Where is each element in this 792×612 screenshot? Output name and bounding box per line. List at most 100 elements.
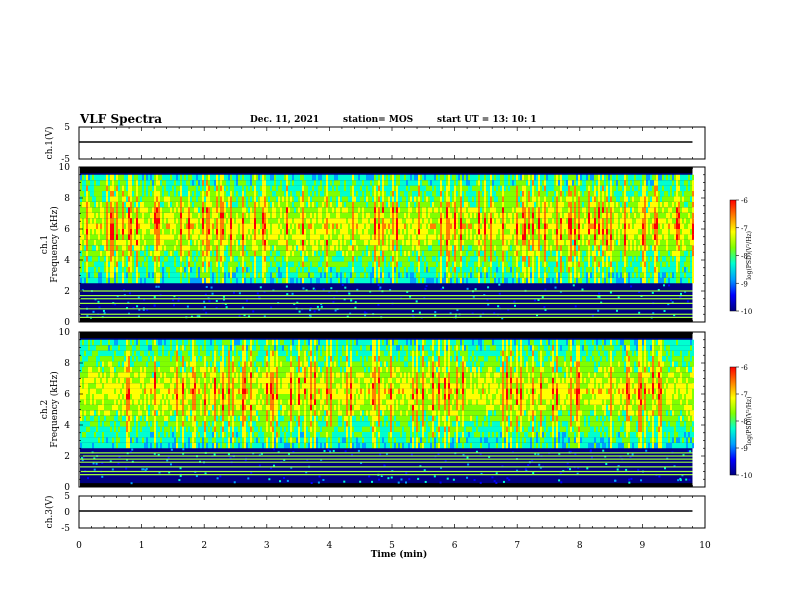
spectrogram-ch1-cell (466, 207, 468, 213)
spectrogram-ch1-cell (206, 180, 208, 186)
spectrogram-ch1-cell (226, 234, 228, 240)
spectrogram-ch1-cell (104, 201, 106, 208)
spectrogram-ch1-cell (338, 207, 340, 213)
spectrogram-ch1-cell (140, 229, 142, 235)
spectrogram-ch1-cell (458, 229, 460, 235)
spectrogram-ch1-cell (562, 191, 564, 197)
spectrogram-ch1-cell (368, 261, 370, 267)
spectrogram-ch1-cell (354, 207, 356, 213)
spectrogram-ch1-cell (190, 180, 192, 186)
spectrogram-ch1-cell (434, 256, 436, 262)
spectrogram-ch1-cell (510, 234, 512, 240)
spectrogram-ch1-cell (488, 174, 490, 181)
spectrogram-ch1-cell (528, 223, 530, 229)
spectrogram-ch1-cell (544, 272, 546, 278)
spectrogram-ch1-cell (470, 250, 472, 257)
spectrogram-ch1-cell (106, 201, 108, 208)
spectrogram-ch1-cell (290, 174, 292, 181)
spectrogram-ch1-cell (82, 256, 84, 262)
spectrogram-ch1-cell (268, 250, 270, 257)
spectrogram-ch1-cell (202, 245, 204, 251)
spectrogram-ch1-cell (324, 207, 326, 213)
spectrogram-ch1-cell (146, 191, 148, 197)
spectrogram-ch1-cell (524, 277, 526, 284)
spectrogram-ch1-cell (366, 180, 368, 186)
spectrogram-ch1-cell (530, 212, 532, 219)
spectrogram-ch1-cell (424, 239, 426, 246)
spectrogram-ch1-cell (464, 223, 466, 229)
spectrogram-ch1-cell (496, 191, 498, 197)
spectrogram-ch1-cell (522, 256, 524, 262)
spectrogram-ch1-cell (554, 201, 556, 208)
spectrogram-ch1-cell (558, 207, 560, 213)
spectrogram-ch1-cell (552, 185, 554, 192)
spectrogram-ch1-cell (250, 180, 252, 186)
spectrogram-ch1-cell (176, 185, 178, 192)
spectrogram-ch1-cell (314, 229, 316, 235)
spectrogram-ch1-cell (164, 277, 166, 284)
spectrogram-ch1-cell (400, 223, 402, 229)
spectrogram-ch1-cell (358, 196, 360, 202)
spectrogram-ch1-cell (228, 218, 230, 224)
spectrogram-ch1-cell (446, 218, 448, 224)
spectrogram-ch1-cell (276, 196, 278, 202)
spectrogram-ch1-cell (512, 201, 514, 208)
spectrogram-ch1-cell (560, 239, 562, 246)
spectrogram-ch1-cell (276, 218, 278, 224)
spectrogram-ch1-cell (486, 239, 488, 246)
spectrogram-ch1-cell (256, 277, 258, 284)
spectrogram-ch1-cell (272, 191, 274, 197)
spectrogram-ch1-cell (508, 180, 510, 186)
spectrogram-ch1-cell (242, 207, 244, 213)
spectrogram-ch1-cell (364, 234, 366, 240)
spectrogram-ch1-cell (180, 272, 182, 278)
spectrogram-ch1-cell (170, 201, 172, 208)
spectrogram-ch1-cell (104, 239, 106, 246)
spectrogram-ch1-cell (552, 250, 554, 257)
spectrogram-ch1-cell (432, 191, 434, 197)
spectrogram-ch1-cell (248, 207, 250, 213)
spectrogram-ch1-cell (520, 201, 522, 208)
spectrogram-ch1-cell (484, 207, 486, 213)
spectrogram-ch1-cell (172, 229, 174, 235)
spectrogram-ch1-cell (518, 272, 520, 278)
spectrogram-ch1-cell (274, 234, 276, 240)
spectrogram-ch1-cell (536, 223, 538, 229)
spectrogram-ch1-cell (310, 234, 312, 240)
spectrogram-ch1-cell (404, 207, 406, 213)
spectrogram-ch1-cell (418, 223, 420, 229)
spectrogram-ch1-cell (240, 201, 242, 208)
spectrogram-ch1-cell (200, 180, 202, 186)
spectrogram-ch1-cell (158, 272, 160, 278)
spectrogram-ch1-cell (216, 207, 218, 213)
spectrogram-ch1-cell (364, 266, 366, 273)
spectrogram-ch1-cell (370, 185, 372, 192)
spectrogram-ch1-cell (438, 218, 440, 224)
spectrogram-ch1-cell (426, 261, 428, 267)
spectrogram-ch1-cell (438, 272, 440, 278)
spectrogram-ch1-cell (546, 266, 548, 273)
spectrogram-ch1-cell (404, 191, 406, 197)
spectrogram-ch1-cell (328, 174, 330, 181)
spectrogram-ch1-cell (134, 196, 136, 202)
spectrogram-ch1-cell (136, 191, 138, 197)
spectrogram-ch1-cell (374, 261, 376, 267)
spectrogram-ch1-cell (572, 250, 574, 257)
spectrogram-ch1-cell (204, 229, 206, 235)
spectrogram-ch1-cell (416, 261, 418, 267)
spectrogram-ch1-cell (528, 191, 530, 197)
spectrogram-ch1-cell (488, 218, 490, 224)
spectrogram-ch1-cell (456, 272, 458, 278)
spectrogram-ch1-cell (250, 196, 252, 202)
spectrogram-ch1-cell (98, 212, 100, 219)
spectrogram-ch1-cell (478, 272, 480, 278)
spectrogram-ch1-cell (532, 191, 534, 197)
spectrogram-ch1-cell (530, 245, 532, 251)
spectrogram-ch1-cell (266, 180, 268, 186)
spectrogram-ch1-cell (562, 223, 564, 229)
spectrogram-ch1-cell (500, 207, 502, 213)
spectrogram-ch1-cell (86, 250, 88, 257)
spectrogram-ch1-cell (208, 174, 210, 181)
spectrogram-ch1-cell (448, 256, 450, 262)
spectrogram-ch1-cell (368, 272, 370, 278)
